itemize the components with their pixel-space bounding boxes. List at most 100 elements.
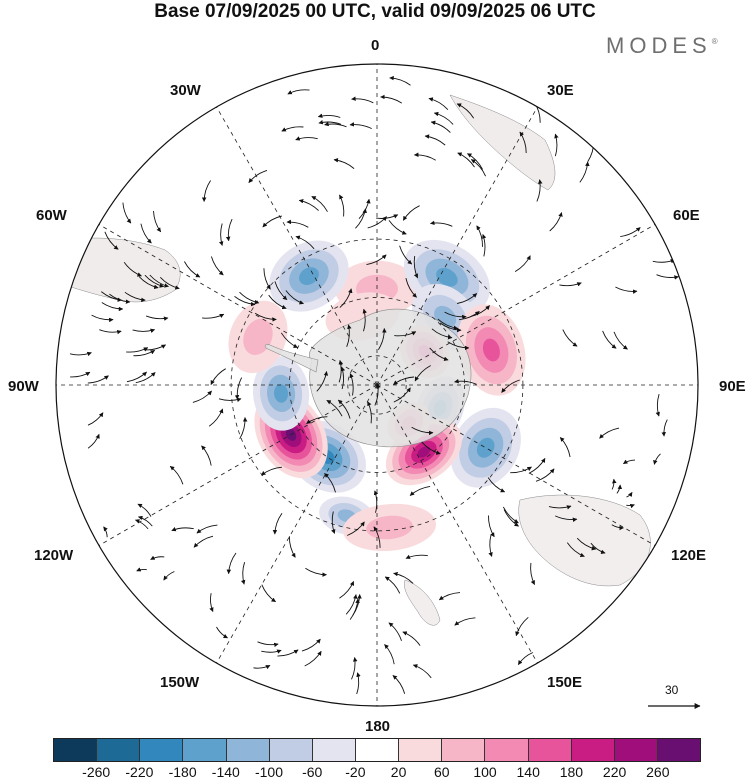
lon-label-90e: 90E [719, 378, 746, 395]
meridian-line [376, 384, 538, 664]
wind-arrow [454, 617, 476, 626]
wind-arrow [515, 616, 529, 637]
colorbar-swatch [485, 739, 529, 761]
colorbar-tick-label: -180 [168, 764, 197, 780]
wind-arrow [337, 399, 351, 419]
wind-arrow [399, 245, 413, 265]
wind-arrow [136, 567, 147, 572]
wind-arrow [70, 371, 91, 378]
wind-arrow [389, 75, 411, 86]
anomaly-contour [417, 446, 431, 458]
wind-arrow [413, 256, 419, 279]
wind-arrow [87, 375, 109, 384]
colorbar-tick-label: 100 [473, 764, 497, 780]
wind-arrow [208, 408, 224, 427]
colorbar-tick-label: -220 [125, 764, 154, 780]
colorbar-tick-label: -60 [302, 764, 323, 780]
wind-arrow [501, 379, 520, 393]
wind-arrow [99, 329, 122, 335]
wind-arrow [349, 122, 372, 130]
wind-arrow [576, 537, 597, 551]
wind-arrow [428, 97, 449, 111]
colorbar-swatch [399, 739, 443, 761]
wind-arrow [562, 329, 578, 347]
anomaly-contour [274, 384, 289, 403]
meridian-line [98, 224, 378, 386]
wind-arrow [615, 286, 638, 294]
wind-arrow [339, 580, 355, 599]
wind-arrow [301, 638, 321, 652]
wind-arrow [579, 161, 590, 183]
wind-arrow [126, 371, 147, 383]
colorbar-swatch [97, 739, 141, 761]
wind-arrow [626, 504, 635, 509]
wind-arrow [424, 134, 446, 146]
wind-arrow [163, 571, 175, 581]
wind-arrow [122, 202, 132, 224]
wind-arrow [447, 341, 470, 351]
wind-arrow [137, 515, 153, 527]
meridian-line [376, 384, 656, 546]
wind-arrow [623, 459, 636, 465]
wind-arrow [373, 490, 379, 513]
wind-arrow [519, 131, 527, 154]
wind-arrow [133, 349, 156, 357]
wind-arrow [240, 562, 246, 585]
lon-label-60e: 60E [673, 207, 700, 224]
wind-arrow [150, 555, 165, 560]
wind-arrow [234, 377, 243, 400]
wind-arrow [613, 331, 628, 350]
wind-arrow [311, 195, 328, 212]
wind-arrow [394, 331, 417, 337]
wind-arrow [555, 515, 578, 522]
wind-arrow [144, 274, 165, 288]
wind-arrow [380, 94, 403, 104]
colorbar-swatch [442, 739, 486, 761]
wind-arrow [549, 212, 563, 232]
wind-arrow [388, 622, 402, 641]
wind-arrow [216, 626, 228, 639]
wind-arrow [376, 214, 399, 219]
wind-arrow [429, 347, 449, 361]
colorbar-tick-label: -100 [254, 764, 284, 780]
wind-arrow [409, 485, 431, 496]
wind-arrow [367, 216, 387, 229]
colorbar-tick-label: 260 [646, 764, 670, 780]
wind-arrow [169, 465, 184, 485]
new-zealand [404, 579, 441, 626]
wind-arrow [295, 235, 315, 250]
wind-arrow [487, 477, 506, 493]
wind-arrow [590, 542, 606, 554]
wind-arrow [140, 223, 152, 244]
wind-arrow [349, 373, 354, 396]
wind-arrow [123, 262, 142, 277]
wind-arrow [413, 152, 436, 161]
wind-arrow [655, 393, 660, 417]
wind-arrow [530, 562, 536, 586]
wind-arrow [138, 276, 159, 290]
colorbar-tick-label: 180 [559, 764, 584, 780]
wind-arrow [559, 282, 582, 287]
colorbar-swatch [183, 739, 227, 761]
anomaly-contour [476, 437, 495, 458]
wind-arrow [405, 278, 417, 298]
wind-arrow [305, 567, 327, 577]
wind-arrow [134, 519, 149, 530]
wind-arrow [184, 261, 201, 278]
wind-arrow [439, 322, 462, 333]
lon-label-150e: 150E [547, 674, 583, 691]
wind-arrow [482, 233, 487, 257]
colorbar-swatch [140, 739, 184, 761]
wind-arrow [470, 159, 487, 177]
wind-arrow [104, 231, 119, 250]
wind-arrow [333, 157, 355, 169]
wind-arrow [103, 526, 108, 538]
colorbar-ticks: -260 -220 -180 -140 -100 -60 -20 20 60 100 140 180 2… [53, 764, 701, 782]
wind-arrow [384, 576, 401, 594]
lon-label-30w: 30W [170, 82, 201, 99]
land-layer [64, 94, 651, 626]
wind-arrow [366, 254, 387, 266]
lon-label-0: 0 [371, 37, 380, 54]
wind-arrow [488, 515, 495, 538]
wind-arrow [145, 315, 169, 321]
